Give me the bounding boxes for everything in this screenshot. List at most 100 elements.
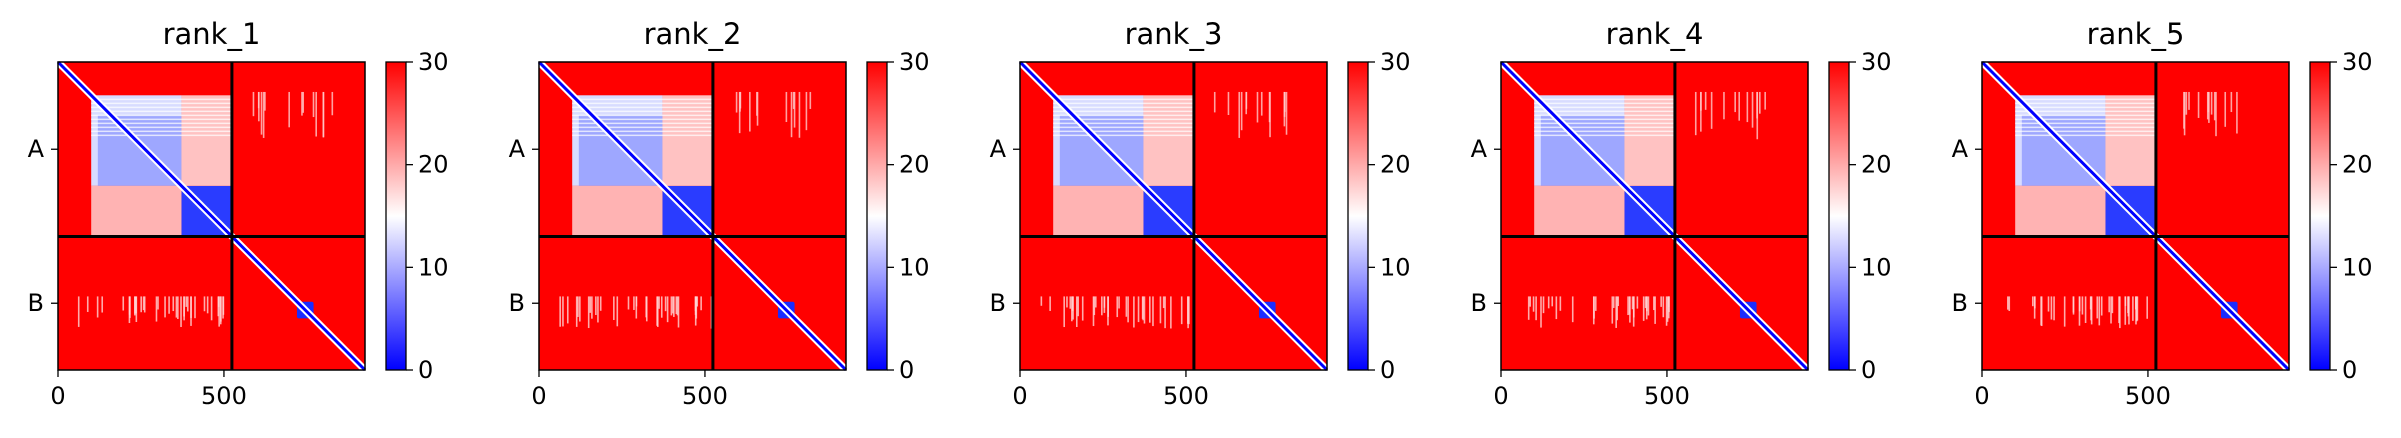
interchain-streak (1612, 296, 1615, 308)
interchain-streak (756, 91, 758, 116)
stripe (91, 110, 232, 113)
interchain-streak (672, 296, 674, 314)
x-tick-label: 500 (682, 382, 728, 410)
stripe (1534, 122, 1675, 125)
stripe (2015, 126, 2156, 129)
interchain-streak (595, 296, 597, 316)
interchain-streak (1764, 91, 1766, 110)
stripe (1053, 122, 1194, 125)
interchain-streak (86, 296, 89, 312)
y-tick-label-A: A (28, 135, 45, 163)
interchain-streak (180, 296, 182, 328)
colorbar-tick-label: 10 (899, 253, 930, 281)
panel-title: rank_5 (2087, 17, 2185, 51)
interchain-streak (1240, 91, 1243, 131)
interchain-streak (1662, 296, 1665, 318)
interchain-streak (792, 91, 795, 109)
stripe (91, 134, 232, 137)
stripe (1053, 114, 1194, 117)
interchain-streak (1628, 296, 1631, 315)
interchain-streak (645, 296, 647, 318)
stripe (572, 102, 713, 105)
interchain-streak (1666, 296, 1669, 322)
stripe (1534, 114, 1675, 117)
x-tick-label: 500 (1644, 382, 1690, 410)
interchain-streak (793, 91, 796, 128)
stripe (2015, 110, 2156, 113)
stripe (1053, 134, 1194, 137)
interchain-streak (660, 296, 663, 318)
y-tick-label-A: A (509, 135, 526, 163)
colorbar-tick-label: 0 (899, 356, 914, 384)
interchain-streak (194, 296, 196, 319)
axes-frame (1500, 61, 1809, 371)
stripe (2015, 134, 2156, 137)
chain-a-offdiag-upper (2105, 95, 2156, 186)
y-tick-label-B: B (509, 289, 525, 317)
interchain-streak (1071, 296, 1074, 312)
interchain-streak (1063, 296, 1065, 328)
interchain-streak (2110, 296, 2112, 324)
interchain-streak (260, 91, 263, 135)
colorbar-tick-label: 10 (1380, 253, 1411, 281)
interchain-streak (635, 296, 638, 319)
interchain-streak (1149, 296, 1151, 323)
interchain-streak (2084, 296, 2087, 324)
interchain-streak (1665, 296, 1668, 326)
panel-3: rank_3 0 500 A B 0 10 20 30 (990, 17, 1411, 410)
interchain-streak (1284, 91, 1286, 112)
stripe (1534, 134, 1675, 137)
interchain-streak (1700, 91, 1702, 111)
interchain-streak (2197, 91, 2200, 118)
interchain-streak (183, 296, 185, 317)
interchain-streak (676, 296, 679, 316)
chain-a-offdiag-lower (91, 185, 182, 237)
interchain-streak (177, 296, 179, 319)
panel-title: rank_2 (644, 17, 742, 51)
y-tick-label-A: A (1952, 135, 1969, 163)
interchain-streak (2210, 91, 2213, 115)
interchain-streak (2072, 296, 2075, 315)
interchain-streak (210, 296, 213, 321)
axes-frame (57, 61, 366, 371)
interchain-streak (2078, 296, 2081, 312)
interchain-streak (1694, 91, 1697, 136)
interchain-streak (1529, 296, 1531, 307)
interchain-streak (613, 296, 615, 321)
interchain-streak (1256, 91, 1259, 123)
interchain-streak (2008, 296, 2011, 312)
interchain-streak (1615, 296, 1617, 328)
stripe (91, 98, 232, 101)
stripe (1053, 126, 1194, 129)
interchain-streak (562, 296, 564, 327)
interchain-streak (2185, 91, 2188, 115)
x-tick-label: 500 (1163, 382, 1209, 410)
interchain-streak (2230, 91, 2233, 113)
interchain-streak (575, 296, 578, 327)
interchain-streak (2183, 91, 2186, 136)
colorbar-tick-label: 0 (1380, 356, 1395, 384)
interchain-streak (700, 296, 702, 311)
chain-a-offdiag-lower (572, 185, 663, 237)
interchain-streak (1542, 296, 1545, 314)
stripe (2015, 118, 2156, 121)
interchain-streak (670, 296, 673, 316)
interchain-streak (2047, 296, 2050, 312)
stripe (91, 106, 232, 109)
interchain-streak (1159, 296, 1162, 324)
interchain-streak (591, 296, 593, 319)
interchain-streak (1759, 91, 1761, 114)
colorbar-tick-label: 30 (2342, 48, 2373, 76)
colorbar-tick-label: 20 (418, 151, 449, 179)
interchain-streak (1077, 296, 1079, 317)
interchain-streak (1668, 296, 1670, 313)
interchain-streak (559, 296, 561, 327)
interchain-streak (2089, 296, 2092, 310)
colorbar (2309, 61, 2331, 371)
interchain-streak (798, 91, 801, 138)
stripe (1053, 102, 1194, 105)
interchain-streak (577, 296, 579, 317)
stripe (91, 102, 232, 105)
interchain-streak (2124, 296, 2127, 325)
interchain-streak (1627, 296, 1629, 316)
